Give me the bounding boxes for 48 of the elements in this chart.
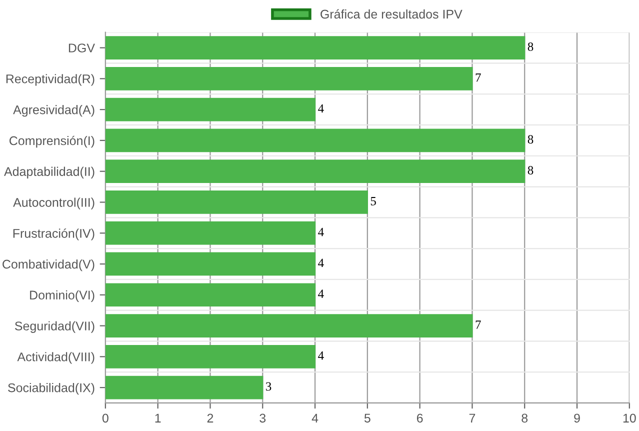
y-tick-label: Dominio(VI) xyxy=(30,290,94,302)
y-tick-label: Actividad(VIII) xyxy=(17,352,94,364)
bar xyxy=(105,66,473,90)
legend-label: Gráfica de resultados IPV xyxy=(320,9,462,19)
data-label: 4 xyxy=(318,104,324,113)
y-tick-label: Adaptabilidad(II) xyxy=(4,166,94,178)
data-label: 8 xyxy=(528,42,534,51)
y-tick-label: Sociabilidad(IX) xyxy=(8,383,94,395)
data-label: 7 xyxy=(476,73,481,82)
y-tick-label: Autocontrol(III) xyxy=(13,198,94,210)
bar xyxy=(105,283,316,307)
x-tick-label: 10 xyxy=(623,414,636,423)
bar xyxy=(105,252,316,276)
y-tick-label: Receptividad(R) xyxy=(6,74,94,86)
bar xyxy=(105,98,316,122)
data-label: 4 xyxy=(318,228,324,236)
data-label: 4 xyxy=(318,290,324,298)
bar xyxy=(105,376,264,400)
bar xyxy=(105,160,526,183)
x-tick-label: 4 xyxy=(312,414,318,422)
y-tick-label: Seguridad(VII) xyxy=(14,321,94,333)
x-tick-label: 5 xyxy=(364,414,370,423)
x-tick-label: 7 xyxy=(469,414,476,422)
x-tick-label: 6 xyxy=(416,414,423,423)
bar xyxy=(105,190,368,214)
data-label: 8 xyxy=(528,135,534,144)
data-label: 8 xyxy=(528,166,534,174)
bar xyxy=(105,344,316,368)
x-tick-label: 3 xyxy=(260,414,266,423)
data-label: 5 xyxy=(370,197,376,206)
x-tick-label: 2 xyxy=(207,414,214,422)
data-label: 7 xyxy=(476,320,481,329)
y-tick-label: Agresividad(A) xyxy=(13,105,94,117)
bar xyxy=(105,221,316,245)
y-tick-label: Comprensión(I) xyxy=(10,136,94,148)
x-tick-label: 8 xyxy=(522,414,528,423)
bar xyxy=(105,36,526,60)
y-tick-label: Combatividad(V) xyxy=(2,259,94,272)
y-tick-label: DGV xyxy=(68,44,95,52)
data-label: 4 xyxy=(318,258,324,267)
data-label: 4 xyxy=(318,351,324,360)
data-label: 3 xyxy=(266,382,272,391)
bar xyxy=(105,314,473,338)
bar xyxy=(105,128,526,152)
y-tick-label: Frustración(IV) xyxy=(13,228,94,240)
x-tick-label: 0 xyxy=(102,414,108,423)
x-tick-label: 1 xyxy=(155,414,161,422)
x-tick-label: 9 xyxy=(574,414,580,423)
